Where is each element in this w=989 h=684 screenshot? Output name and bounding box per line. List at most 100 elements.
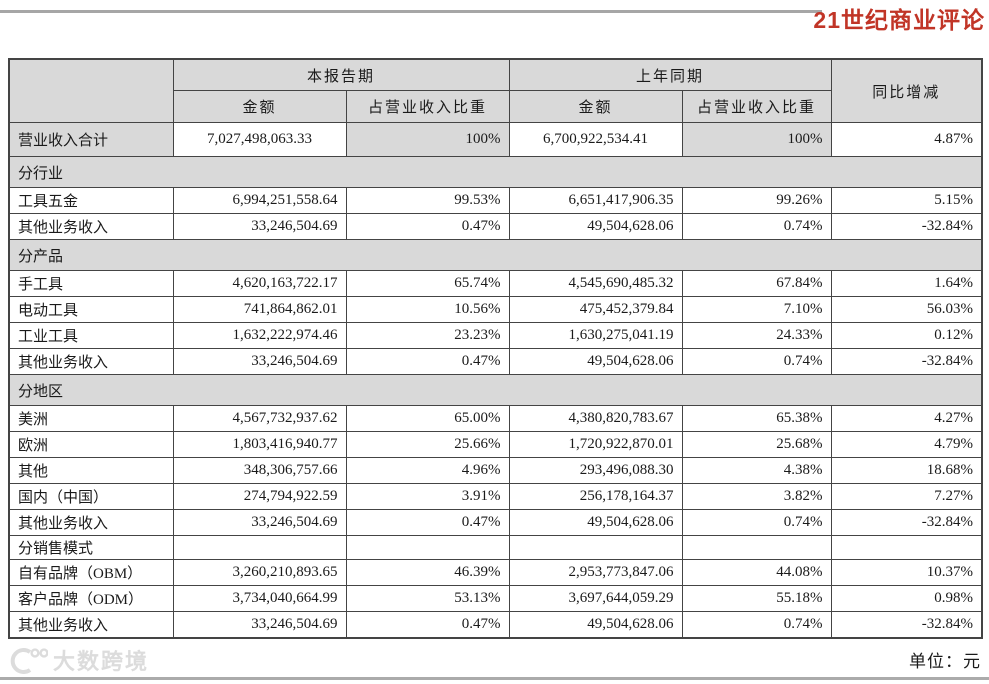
section-label: 分地区: [8, 374, 983, 406]
row-label: 美洲: [8, 405, 174, 432]
cell-value: 1.64%: [830, 270, 983, 297]
table-row: 自有品牌（OBM） 3,260,210,893.65 46.39% 2,953,773…: [8, 559, 983, 586]
col-header-share-current: 占营业收入比重: [345, 90, 510, 123]
table-row: 手工具 4,620,163,722.17 65.74% 4,545,690,485.3…: [8, 270, 983, 297]
watermark-text: 大数跨境: [53, 649, 150, 674]
cell-value: 33,246,504.69: [172, 509, 347, 536]
table-header: 本报告期 上年同期 同比增减 金额 占营业收入比重 金额 占营业收入比重: [8, 58, 983, 123]
cell-value: 33,246,504.69: [172, 213, 347, 240]
unit-note: 单位：元: [909, 652, 981, 671]
cell-value: 23.23%: [345, 322, 510, 349]
cell-value: 2,953,773,847.06: [508, 559, 683, 586]
cell-value: -32.84%: [830, 509, 983, 536]
cell-value: 44.08%: [681, 559, 832, 586]
cell-value: 3,734,040,664.99: [172, 585, 347, 612]
cell-value: 0.74%: [681, 348, 832, 375]
table-row: 欧洲 1,803,416,940.77 25.66% 1,720,922,870.01…: [8, 431, 983, 458]
cell-value: 293,496,088.30: [508, 457, 683, 484]
header-row-measures: 金额 占营业收入比重 金额 占营业收入比重: [9, 90, 982, 123]
cell-value: -32.84%: [830, 611, 983, 639]
cell-value: 741,864,862.01: [172, 296, 347, 323]
cell-value: 65.74%: [345, 270, 510, 297]
cell-value: 33,246,504.69: [172, 348, 347, 375]
row-label: 电动工具: [8, 296, 174, 323]
cell-value: 4.38%: [681, 457, 832, 484]
cell-value: 5.15%: [830, 187, 983, 214]
col-header-current-period: 本报告期: [172, 58, 510, 91]
col-header-amount-prior: 金额: [508, 90, 683, 123]
cell-value: 0.98%: [830, 585, 983, 612]
table-row: 工具五金 6,994,251,558.64 99.53% 6,651,417,906.…: [8, 187, 983, 214]
cell-value: 100%: [345, 122, 510, 157]
row-label: 分销售模式: [8, 535, 174, 560]
cell-value: 49,504,628.06: [508, 348, 683, 375]
cell-value: 1,632,222,974.46: [172, 322, 347, 349]
cell-value: 33,246,504.69: [172, 611, 347, 639]
cell-value: [508, 535, 683, 560]
cell-value: 4,620,163,722.17: [172, 270, 347, 297]
cell-value: 99.26%: [681, 187, 832, 214]
cell-value: 3,697,644,059.29: [508, 585, 683, 612]
table-row: 其他业务收入 33,246,504.69 0.47% 49,504,628.06 0.7…: [8, 509, 983, 536]
table-row-total: 营业收入合计 7,027,498,063.33 100% 6,700,922,534.…: [8, 122, 983, 157]
table-row: 美洲 4,567,732,937.62 65.00% 4,380,820,783.67…: [8, 405, 983, 432]
cell-value: 46.39%: [345, 559, 510, 586]
row-label: 国内（中国）: [8, 483, 174, 510]
masthead-rule: [0, 10, 822, 13]
masthead: 21世纪商业评论: [813, 7, 985, 33]
table-row: 工业工具 1,632,222,974.46 23.23% 1,630,275,041.…: [8, 322, 983, 349]
cell-value: [681, 535, 832, 560]
watermark-logo-icon: [10, 648, 48, 674]
table-row: 电动工具 741,864,862.01 10.56% 475,452,379.84 7.…: [8, 296, 983, 323]
section-label: 分产品: [8, 239, 983, 271]
cell-value: 100%: [681, 122, 832, 157]
cell-value: 0.12%: [830, 322, 983, 349]
table-row: 其他业务收入 33,246,504.69 0.47% 49,504,628.06 0.7…: [8, 611, 983, 639]
cell-value: 65.00%: [345, 405, 510, 432]
row-label: 自有品牌（OBM）: [8, 559, 174, 586]
table-row-section: 分产品: [8, 239, 983, 271]
table-row-section2: 分销售模式: [8, 535, 983, 560]
table-row: 其他业务收入 33,246,504.69 0.47% 49,504,628.06 0.7…: [8, 213, 983, 240]
cell-value: 65.38%: [681, 405, 832, 432]
corner-cell: [8, 58, 174, 123]
cell-value: [830, 535, 983, 560]
cell-value: 0.47%: [345, 611, 510, 639]
revenue-table: 本报告期 上年同期 同比增减 金额 占营业收入比重 金额 占营业收入比重 营业收…: [8, 58, 984, 639]
cell-value: 18.68%: [830, 457, 983, 484]
cell-value: 99.53%: [345, 187, 510, 214]
cell-value: 49,504,628.06: [508, 611, 683, 639]
header-row-periods: 本报告期 上年同期 同比增减: [8, 58, 983, 123]
row-label: 营业收入合计: [8, 122, 174, 157]
cell-value: 49,504,628.06: [508, 213, 683, 240]
row-label: 其他业务收入: [8, 611, 174, 639]
cell-value: 6,994,251,558.64: [172, 187, 347, 214]
cell-value: 53.13%: [345, 585, 510, 612]
cell-value: 4.87%: [830, 122, 983, 157]
cell-value: [345, 535, 510, 560]
cell-value: 4.96%: [345, 457, 510, 484]
cell-value: 4.27%: [830, 405, 983, 432]
cell-value: 24.33%: [681, 322, 832, 349]
col-header-share-prior: 占营业收入比重: [681, 90, 832, 123]
cell-value: 10.37%: [830, 559, 983, 586]
row-label: 工业工具: [8, 322, 174, 349]
bottom-rule: [0, 677, 989, 680]
cell-value: 7.27%: [830, 483, 983, 510]
cell-value: 0.47%: [345, 213, 510, 240]
table-row: 客户品牌（ODM） 3,734,040,664.99 53.13% 3,697,644…: [8, 585, 983, 612]
cell-value: 6,651,417,906.35: [508, 187, 683, 214]
cell-value: -32.84%: [830, 213, 983, 240]
cell-value: 4,567,732,937.62: [172, 405, 347, 432]
row-label: 工具五金: [8, 187, 174, 214]
section-label: 分行业: [8, 156, 983, 188]
row-label: 其他业务收入: [8, 213, 174, 240]
cell-value: 56.03%: [830, 296, 983, 323]
row-label: 其他业务收入: [8, 509, 174, 536]
cell-value: 6,700,922,534.41: [508, 122, 683, 157]
cell-value: 25.66%: [345, 431, 510, 458]
cell-value: 4.79%: [830, 431, 983, 458]
cell-value: 348,306,757.66: [172, 457, 347, 484]
table-row: 国内（中国） 274,794,922.59 3.91% 256,178,164.37 3…: [8, 483, 983, 510]
cell-value: 0.47%: [345, 509, 510, 536]
